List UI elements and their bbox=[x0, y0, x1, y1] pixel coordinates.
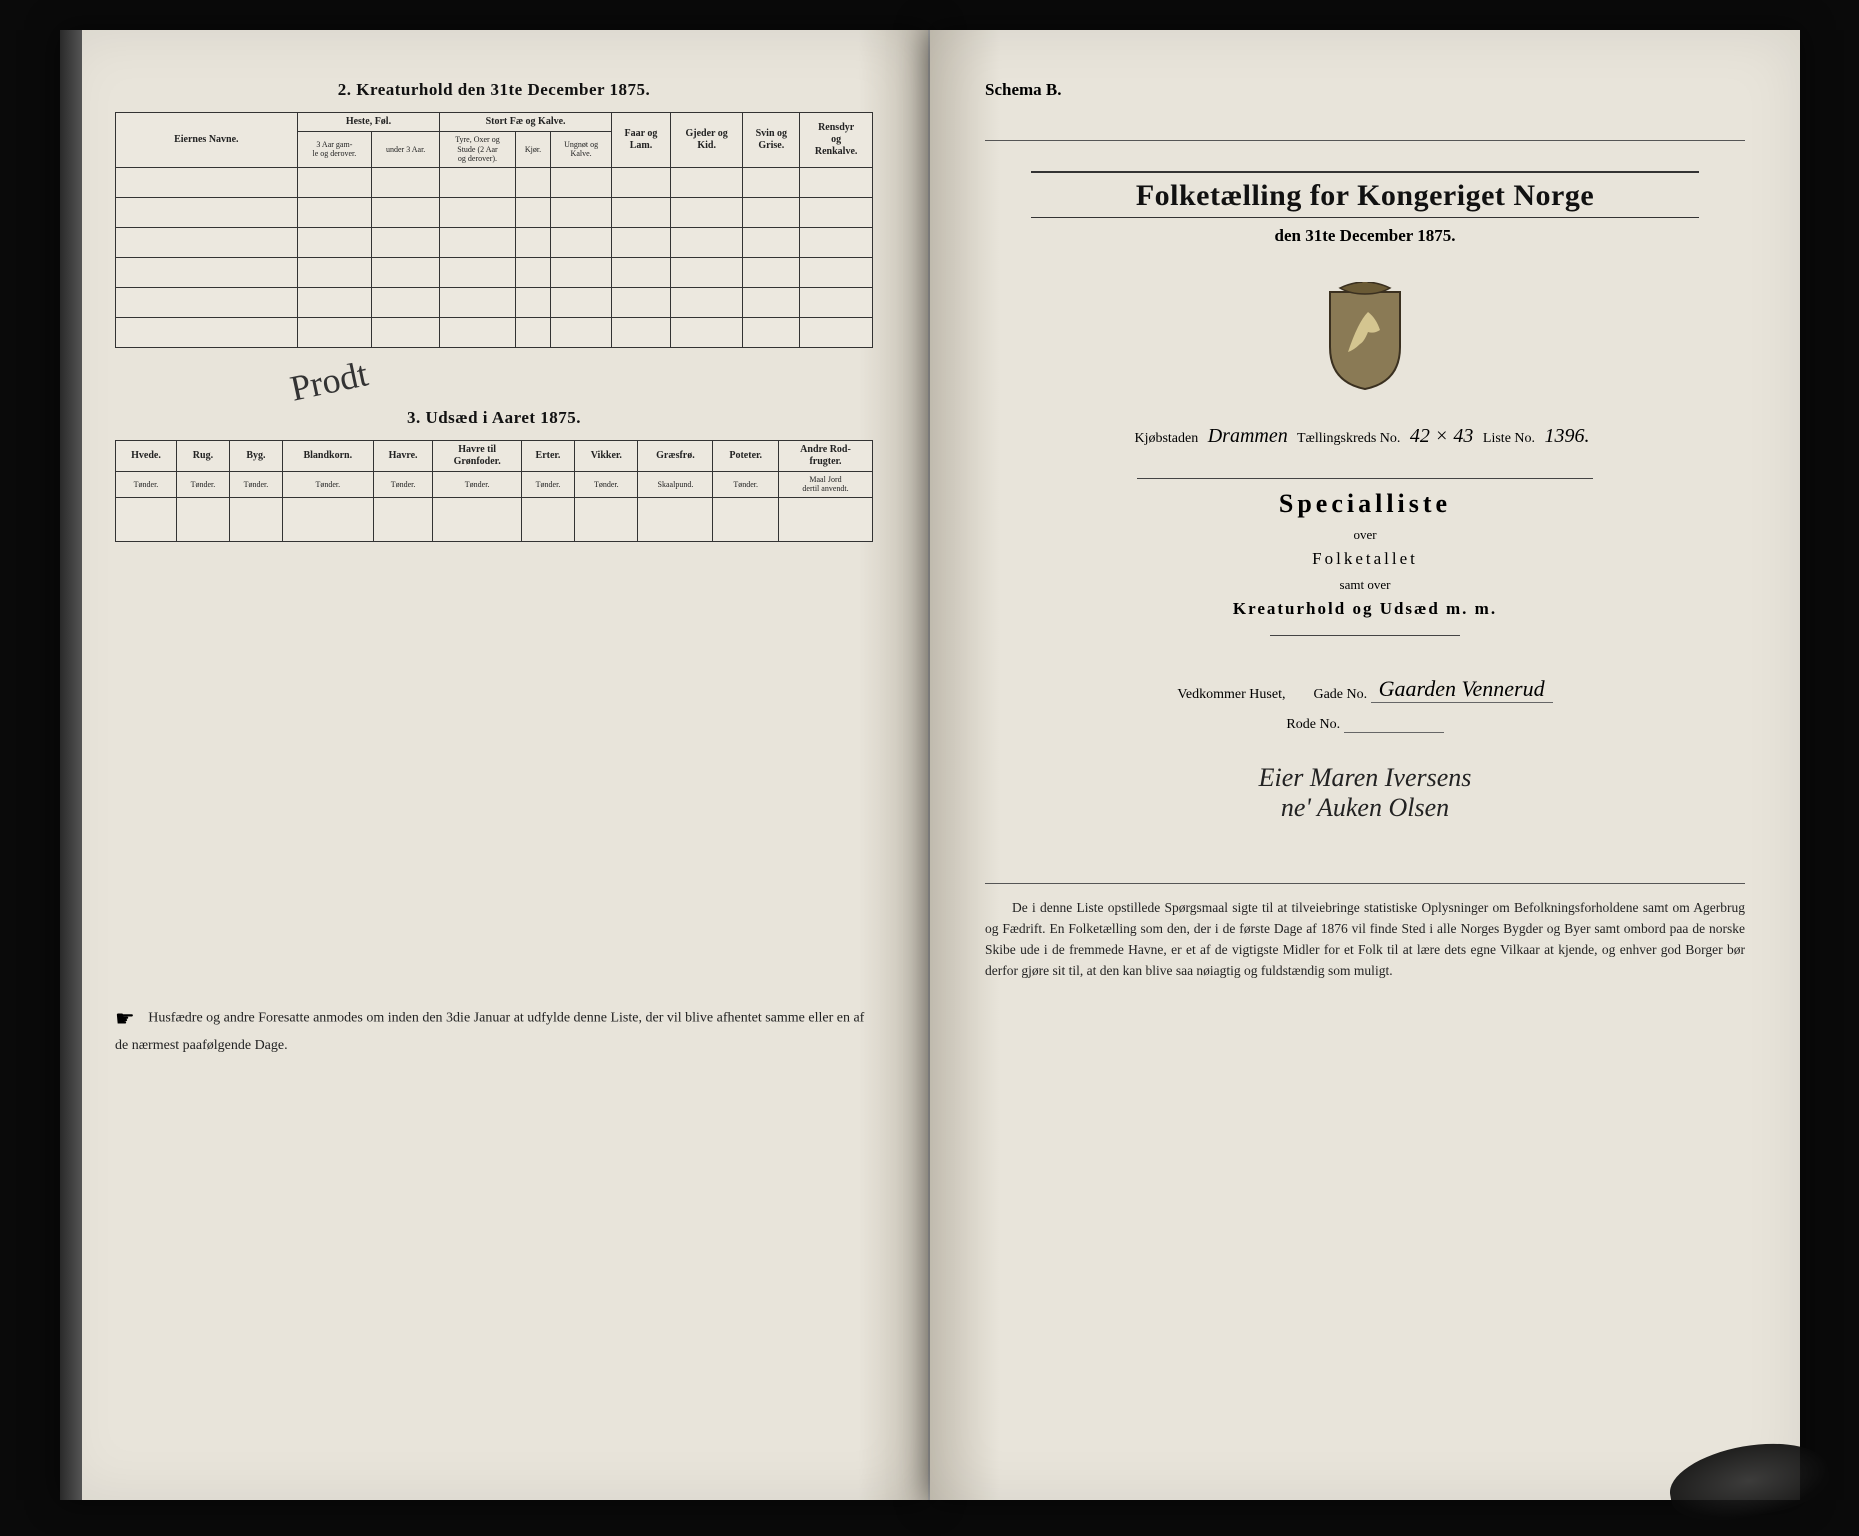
footer-instruction: ☛ Husfædre og andre Foresatte anmodes om… bbox=[115, 1002, 873, 1056]
district-line: Kjøbstaden Drammen Tællingskreds No. 42 … bbox=[985, 425, 1745, 448]
owner-handwriting: Eier Maren Iversensne' Auken Olsen bbox=[985, 763, 1745, 823]
kjobstad-value: Drammen bbox=[1202, 425, 1294, 447]
liste-label: Liste No. bbox=[1483, 431, 1535, 446]
house-line: Vedkommer Huset, Gade No. Gaarden Venner… bbox=[985, 676, 1745, 703]
census-date: den 31te December 1875. bbox=[985, 226, 1745, 246]
specialliste-block: Specialliste over Folketallet samt over … bbox=[985, 489, 1745, 636]
kreatur-table: Eiernes Navne.Heste, Føl.Stort Fæ og Kal… bbox=[115, 112, 873, 348]
liste-value: 1396. bbox=[1539, 425, 1596, 447]
main-title-block: Folketælling for Kongeriget Norge den 31… bbox=[985, 171, 1745, 246]
gade-value: Gaarden Vennerud bbox=[1371, 676, 1553, 703]
bottom-paragraph: De i denne Liste opstillede Spørgsmaal s… bbox=[985, 883, 1745, 982]
coat-of-arms-icon bbox=[985, 282, 1745, 397]
footer-text: Husfædre og andre Foresatte anmodes om i… bbox=[115, 1011, 864, 1053]
rode-line: Rode No. bbox=[985, 717, 1745, 733]
left-page: 2. Kreaturhold den 31te December 1875. E… bbox=[60, 30, 930, 1500]
over-label: over bbox=[985, 527, 1745, 543]
rode-label: Rode No. bbox=[1286, 717, 1340, 732]
folketallet-label: Folketallet bbox=[985, 549, 1745, 569]
kjobstad-label: Kjøbstaden bbox=[1134, 431, 1198, 446]
kreds-label: Tællingskreds No. bbox=[1297, 431, 1400, 446]
rode-value bbox=[1344, 732, 1444, 733]
kreatur-label: Kreaturhold og Udsæd m. m. bbox=[985, 599, 1745, 619]
samt-label: samt over bbox=[985, 577, 1745, 593]
section3-title: 3. Udsæd i Aaret 1875. bbox=[115, 408, 873, 428]
census-title: Folketælling for Kongeriget Norge bbox=[1031, 171, 1700, 218]
schema-label: Schema B. bbox=[985, 80, 1745, 100]
section2-title: 2. Kreaturhold den 31te December 1875. bbox=[115, 80, 873, 100]
pointer-hand-icon: ☛ bbox=[115, 1002, 135, 1035]
specialliste-heading: Specialliste bbox=[985, 489, 1745, 519]
gade-label: Gade No. bbox=[1313, 687, 1367, 702]
udsaed-table: Hvede.Rug.Byg.Blandkorn.Havre.Havre tilG… bbox=[115, 440, 873, 542]
kreds-value: 42 × 43 bbox=[1404, 425, 1480, 447]
right-page: Schema B. Folketælling for Kongeriget No… bbox=[930, 30, 1800, 1500]
binding-edge bbox=[60, 30, 82, 1500]
vedkommer-label: Vedkommer Huset, bbox=[1177, 687, 1285, 702]
